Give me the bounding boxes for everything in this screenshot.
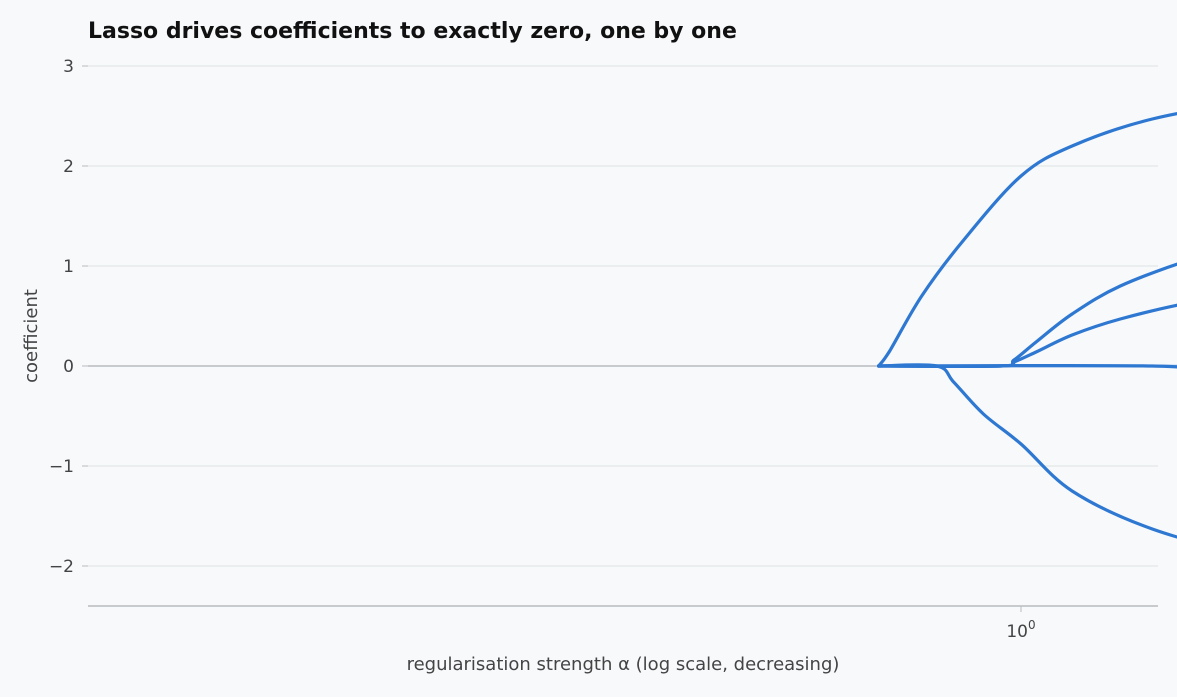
x-tick-label: 100: [1006, 618, 1035, 642]
y-axis-label: coefficient: [21, 289, 42, 383]
plot-area: x1x3x6x8x2: [877, 111, 1177, 539]
series-line-x6: [877, 303, 1177, 368]
series-line-x1: [877, 111, 1177, 368]
y-tick-label: 3: [63, 57, 74, 77]
y-tick-label: −2: [49, 557, 74, 577]
y-tick-label: 1: [63, 257, 74, 277]
grid: [88, 65, 1158, 567]
series-line-x3: [877, 262, 1177, 369]
y-tick-label: −1: [49, 457, 74, 477]
series-line-x8: [877, 363, 1177, 369]
y-tick-label: 2: [63, 157, 74, 177]
x-axis-label: regularisation strength α (log scale, de…: [407, 654, 840, 675]
chart-title: Lasso drives coefficients to exactly zer…: [88, 19, 737, 44]
y-tick-label: 0: [63, 357, 74, 377]
series-line-x2: [877, 363, 1177, 539]
